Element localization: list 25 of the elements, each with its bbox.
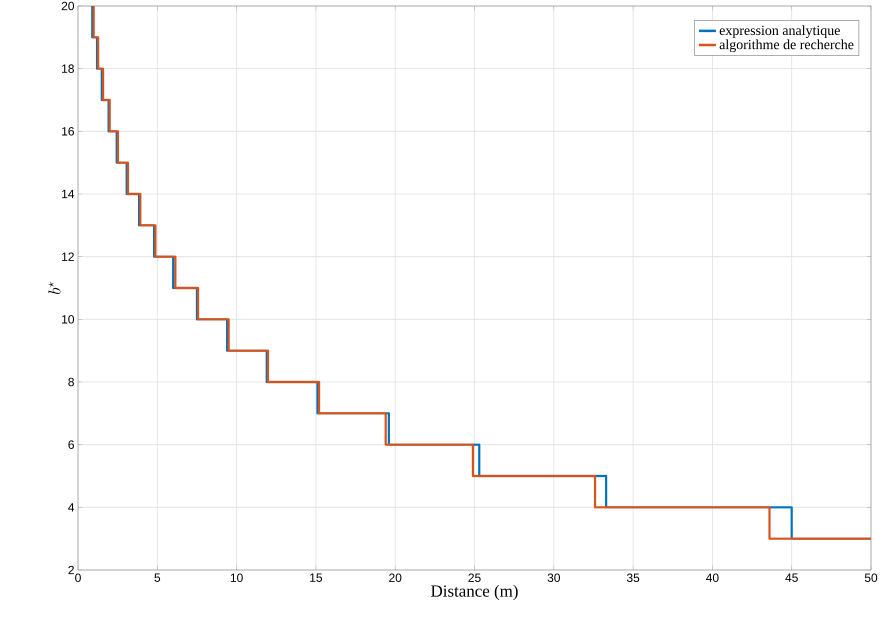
x-tick-label: 5 <box>154 574 160 582</box>
x-tick-label: 0 <box>75 574 81 582</box>
x-tick-label: 45 <box>785 574 798 582</box>
x-tick-label: 30 <box>548 574 560 582</box>
y-tick-label: 18 <box>62 64 74 73</box>
x-tick-label: 35 <box>626 574 640 582</box>
y-tick-label: 16 <box>62 127 74 136</box>
x-tick-label: 10 <box>230 574 243 582</box>
legend-label: expression analytique <box>720 25 840 38</box>
x-tick-label: 50 <box>864 574 878 582</box>
y-tick-label: 12 <box>62 252 74 261</box>
y-tick-label: 2 <box>68 566 74 574</box>
x-tick-label: 20 <box>389 574 402 582</box>
x-tick-label: 40 <box>706 574 719 582</box>
y-tick-label: 20 <box>62 2 74 10</box>
x-tick-label: 15 <box>310 574 322 582</box>
x-tick-label: 25 <box>468 574 481 582</box>
y-tick-label: 4 <box>68 503 74 512</box>
y-tick-label: 10 <box>62 315 74 324</box>
y-axis-title: $b^{\star}$ <box>48 282 60 294</box>
y-tick-label: 14 <box>62 190 74 198</box>
y-tick-label: 8 <box>68 378 74 386</box>
legend-label: algorithme de recherche <box>720 39 854 52</box>
y-tick-label: 6 <box>68 440 74 449</box>
x-axis-title: Distance (m) <box>431 584 518 600</box>
